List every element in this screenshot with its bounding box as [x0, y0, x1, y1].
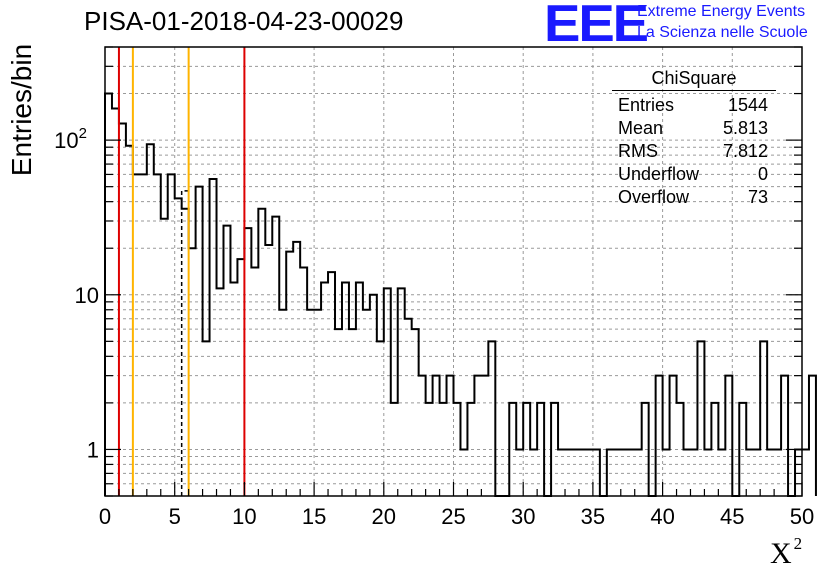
x-tick-label: 30	[511, 504, 535, 529]
y-tick-label: 1	[87, 437, 99, 462]
stats-label: Underflow	[618, 164, 700, 184]
threshold-lines-layer	[117, 47, 246, 496]
histogram-layer	[104, 92, 817, 497]
eee-logo: EEE	[544, 0, 649, 53]
y-tick-label: 102	[54, 125, 87, 153]
x-tick-label: 50	[790, 504, 814, 529]
x-tick-label: 25	[441, 504, 465, 529]
x-tick-label: 5	[169, 504, 181, 529]
stats-value: 1544	[727, 95, 768, 115]
x-tick-label: 35	[581, 504, 605, 529]
x-tick-label: 10	[232, 504, 256, 529]
x-axis-title-superscript: 2	[793, 534, 803, 553]
logo-line-2: La Scienza nelle Scuole	[637, 24, 808, 41]
y-tick-label: 10	[75, 283, 99, 308]
x-tick-label: 0	[99, 504, 111, 529]
axes-layer: 0 5 10 15 20 25 30 35 40 45 50 1 10 102	[54, 46, 814, 529]
stats-label: RMS	[618, 141, 658, 161]
stats-value: 0	[757, 164, 768, 184]
stats-row-entries: Entries 1544	[612, 94, 776, 117]
x-tick-label: 20	[372, 504, 396, 529]
stats-box: ChiSquare Entries 1544 Mean 5.813 RMS 7.812…	[612, 68, 776, 209]
stats-label: Mean	[618, 118, 664, 138]
stats-value: 5.813	[722, 118, 768, 138]
stats-row-mean: Mean 5.813	[612, 117, 776, 140]
stats-value: 73	[747, 187, 768, 207]
x-tick-label: 15	[302, 504, 326, 529]
x-tick-label: 45	[720, 504, 744, 529]
run-title: PISA-01-2018-04-23-00029	[84, 6, 404, 36]
stats-label: Overflow	[618, 187, 690, 207]
y-axis-title: Entries/bin	[6, 43, 37, 177]
histogram-outline	[104, 92, 817, 497]
stats-row-overflow: Overflow 73	[612, 186, 776, 209]
logo-line-1: Extreme Energy Events	[637, 3, 806, 20]
histogram-dashed-overlay	[180, 190, 189, 496]
stats-value: 7.812	[722, 141, 768, 161]
stats-row-rms: RMS 7.812	[612, 140, 776, 163]
stats-row-underflow: Underflow 0	[612, 163, 776, 186]
x-tick-label: 40	[650, 504, 674, 529]
stats-label: Entries	[618, 95, 675, 115]
stats-title: ChiSquare	[612, 68, 776, 91]
x-axis-title-base: X	[770, 537, 792, 570]
